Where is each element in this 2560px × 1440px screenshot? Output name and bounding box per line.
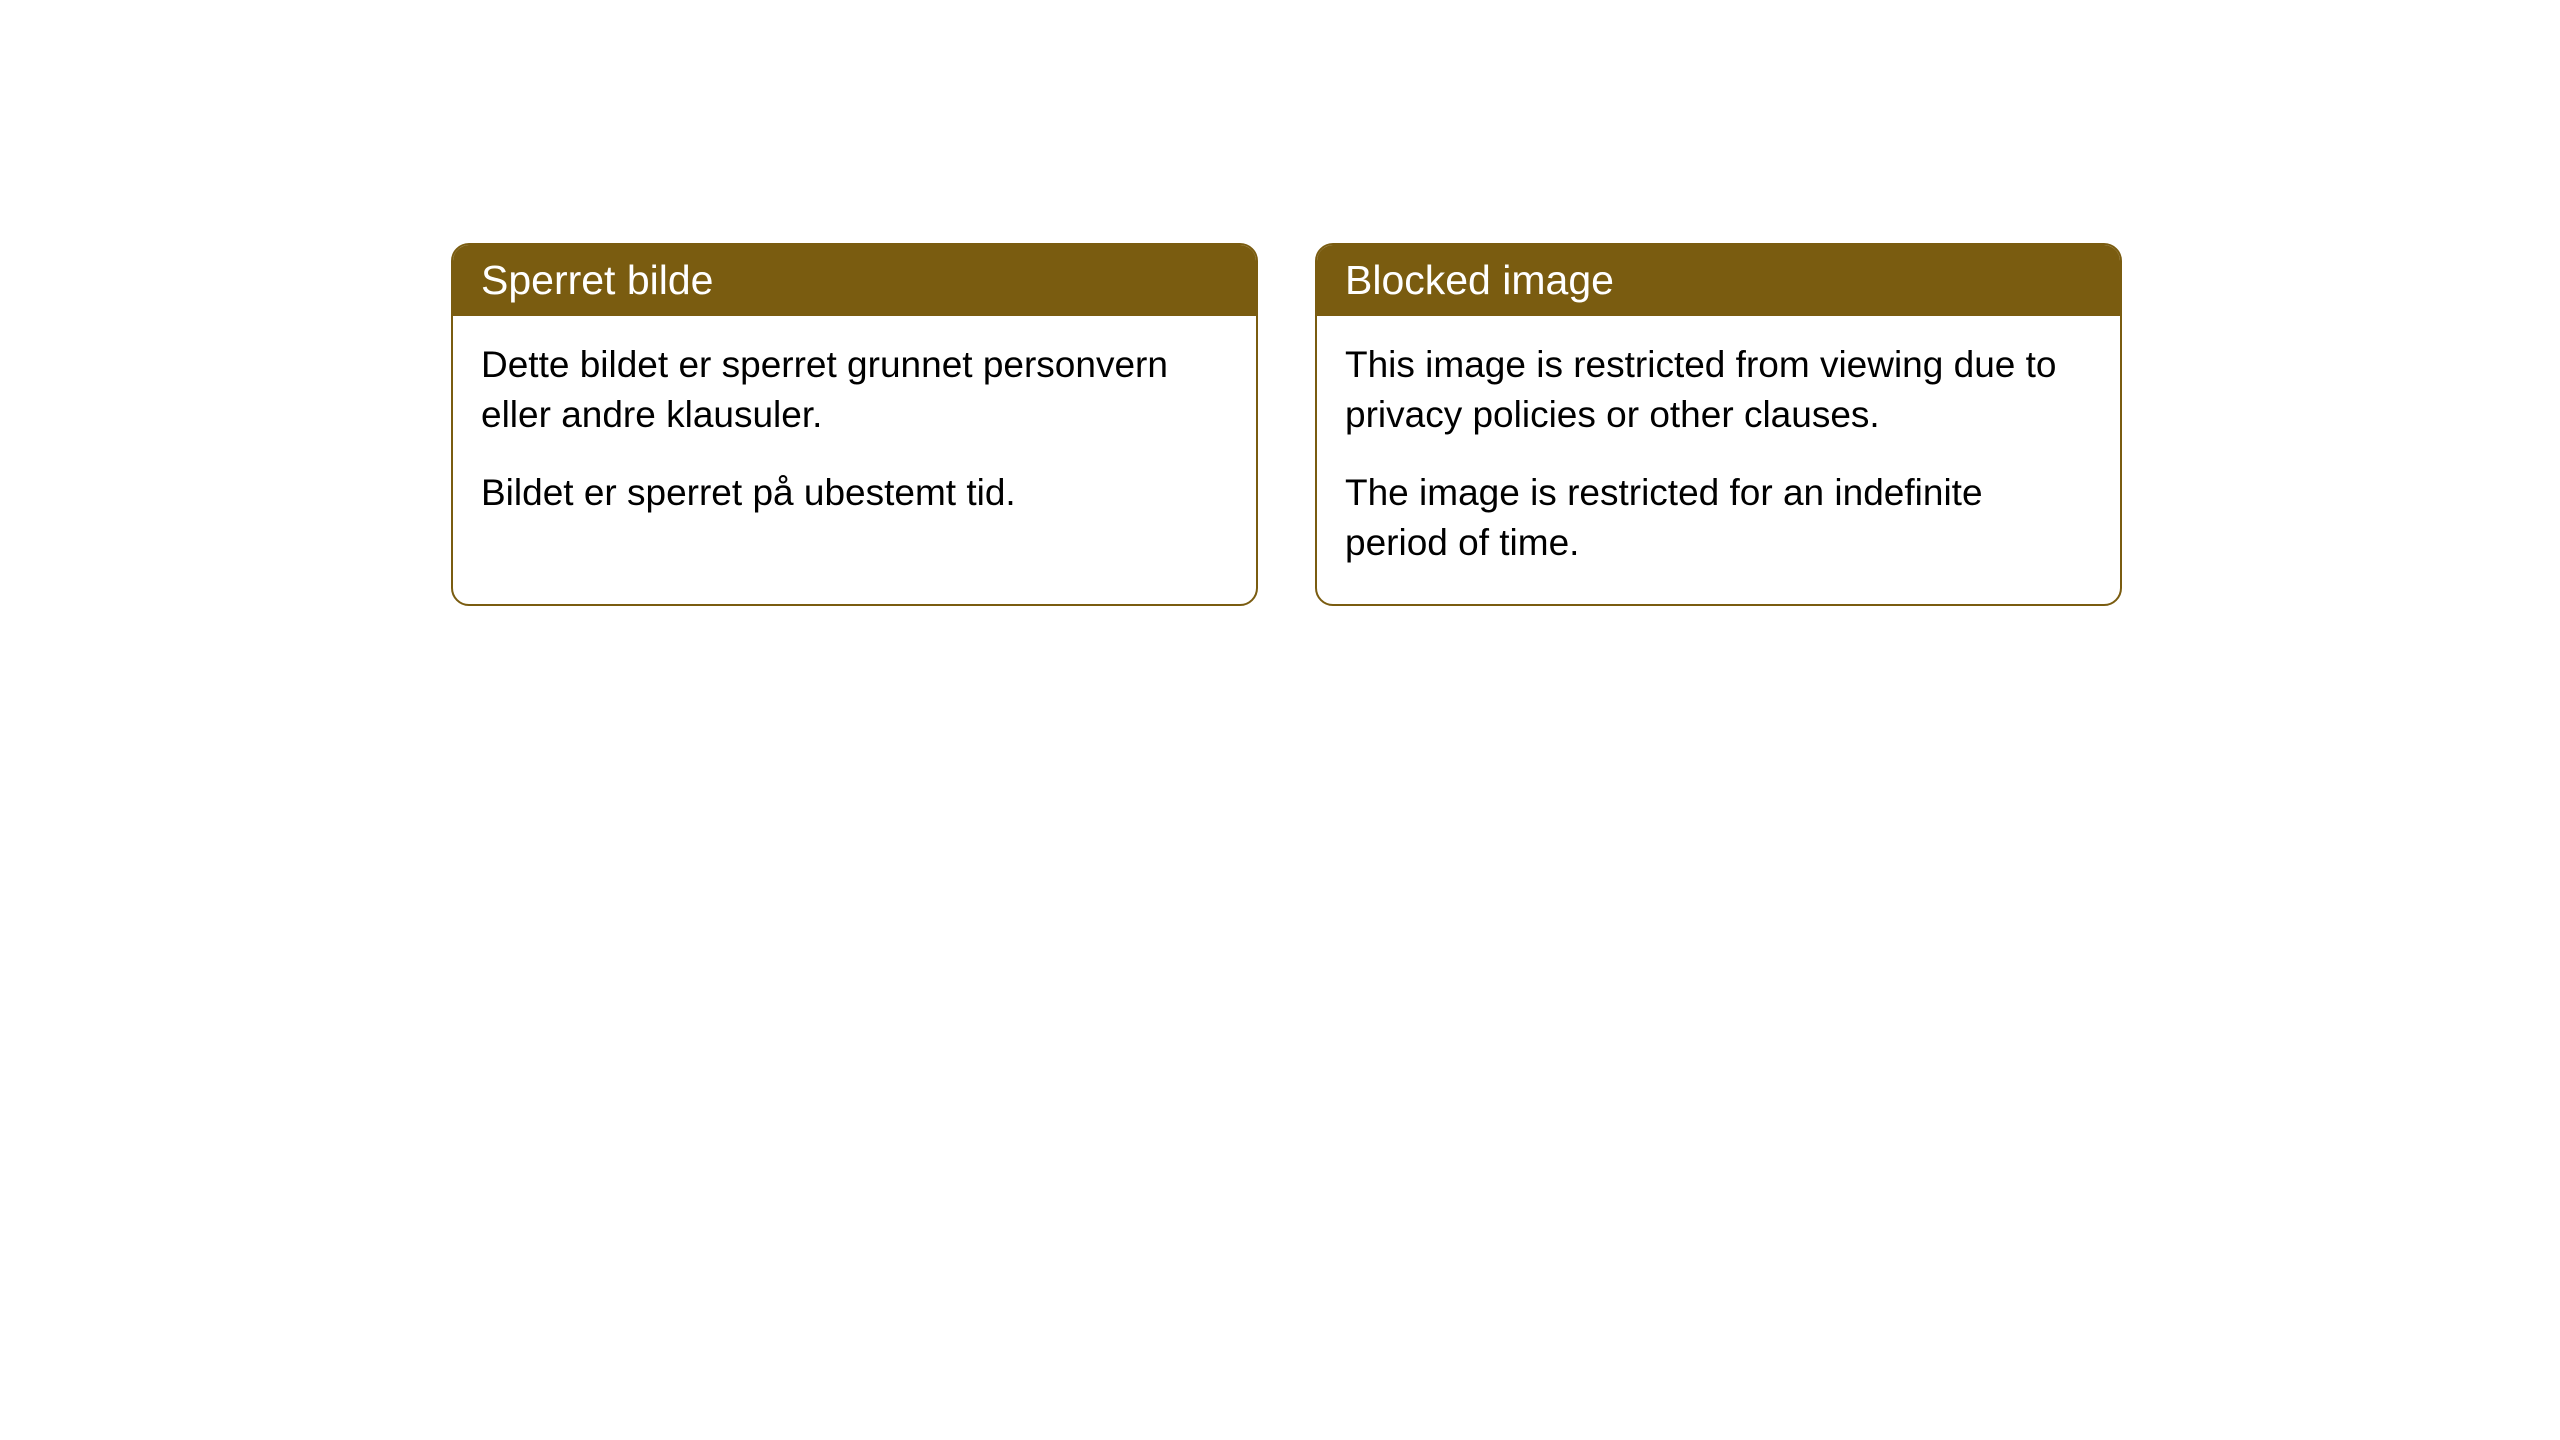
card-paragraph: Dette bildet er sperret grunnet personve… [481, 340, 1228, 440]
card-paragraph: This image is restricted from viewing du… [1345, 340, 2092, 440]
notice-card-norwegian: Sperret bilde Dette bildet er sperret gr… [451, 243, 1258, 606]
notice-cards-container: Sperret bilde Dette bildet er sperret gr… [451, 243, 2122, 606]
card-body: This image is restricted from viewing du… [1317, 316, 2120, 604]
card-header: Sperret bilde [453, 245, 1256, 316]
card-paragraph: The image is restricted for an indefinit… [1345, 468, 2092, 568]
notice-card-english: Blocked image This image is restricted f… [1315, 243, 2122, 606]
card-body: Dette bildet er sperret grunnet personve… [453, 316, 1256, 554]
card-title: Blocked image [1345, 257, 1614, 303]
card-header: Blocked image [1317, 245, 2120, 316]
card-title: Sperret bilde [481, 257, 713, 303]
card-paragraph: Bildet er sperret på ubestemt tid. [481, 468, 1228, 518]
